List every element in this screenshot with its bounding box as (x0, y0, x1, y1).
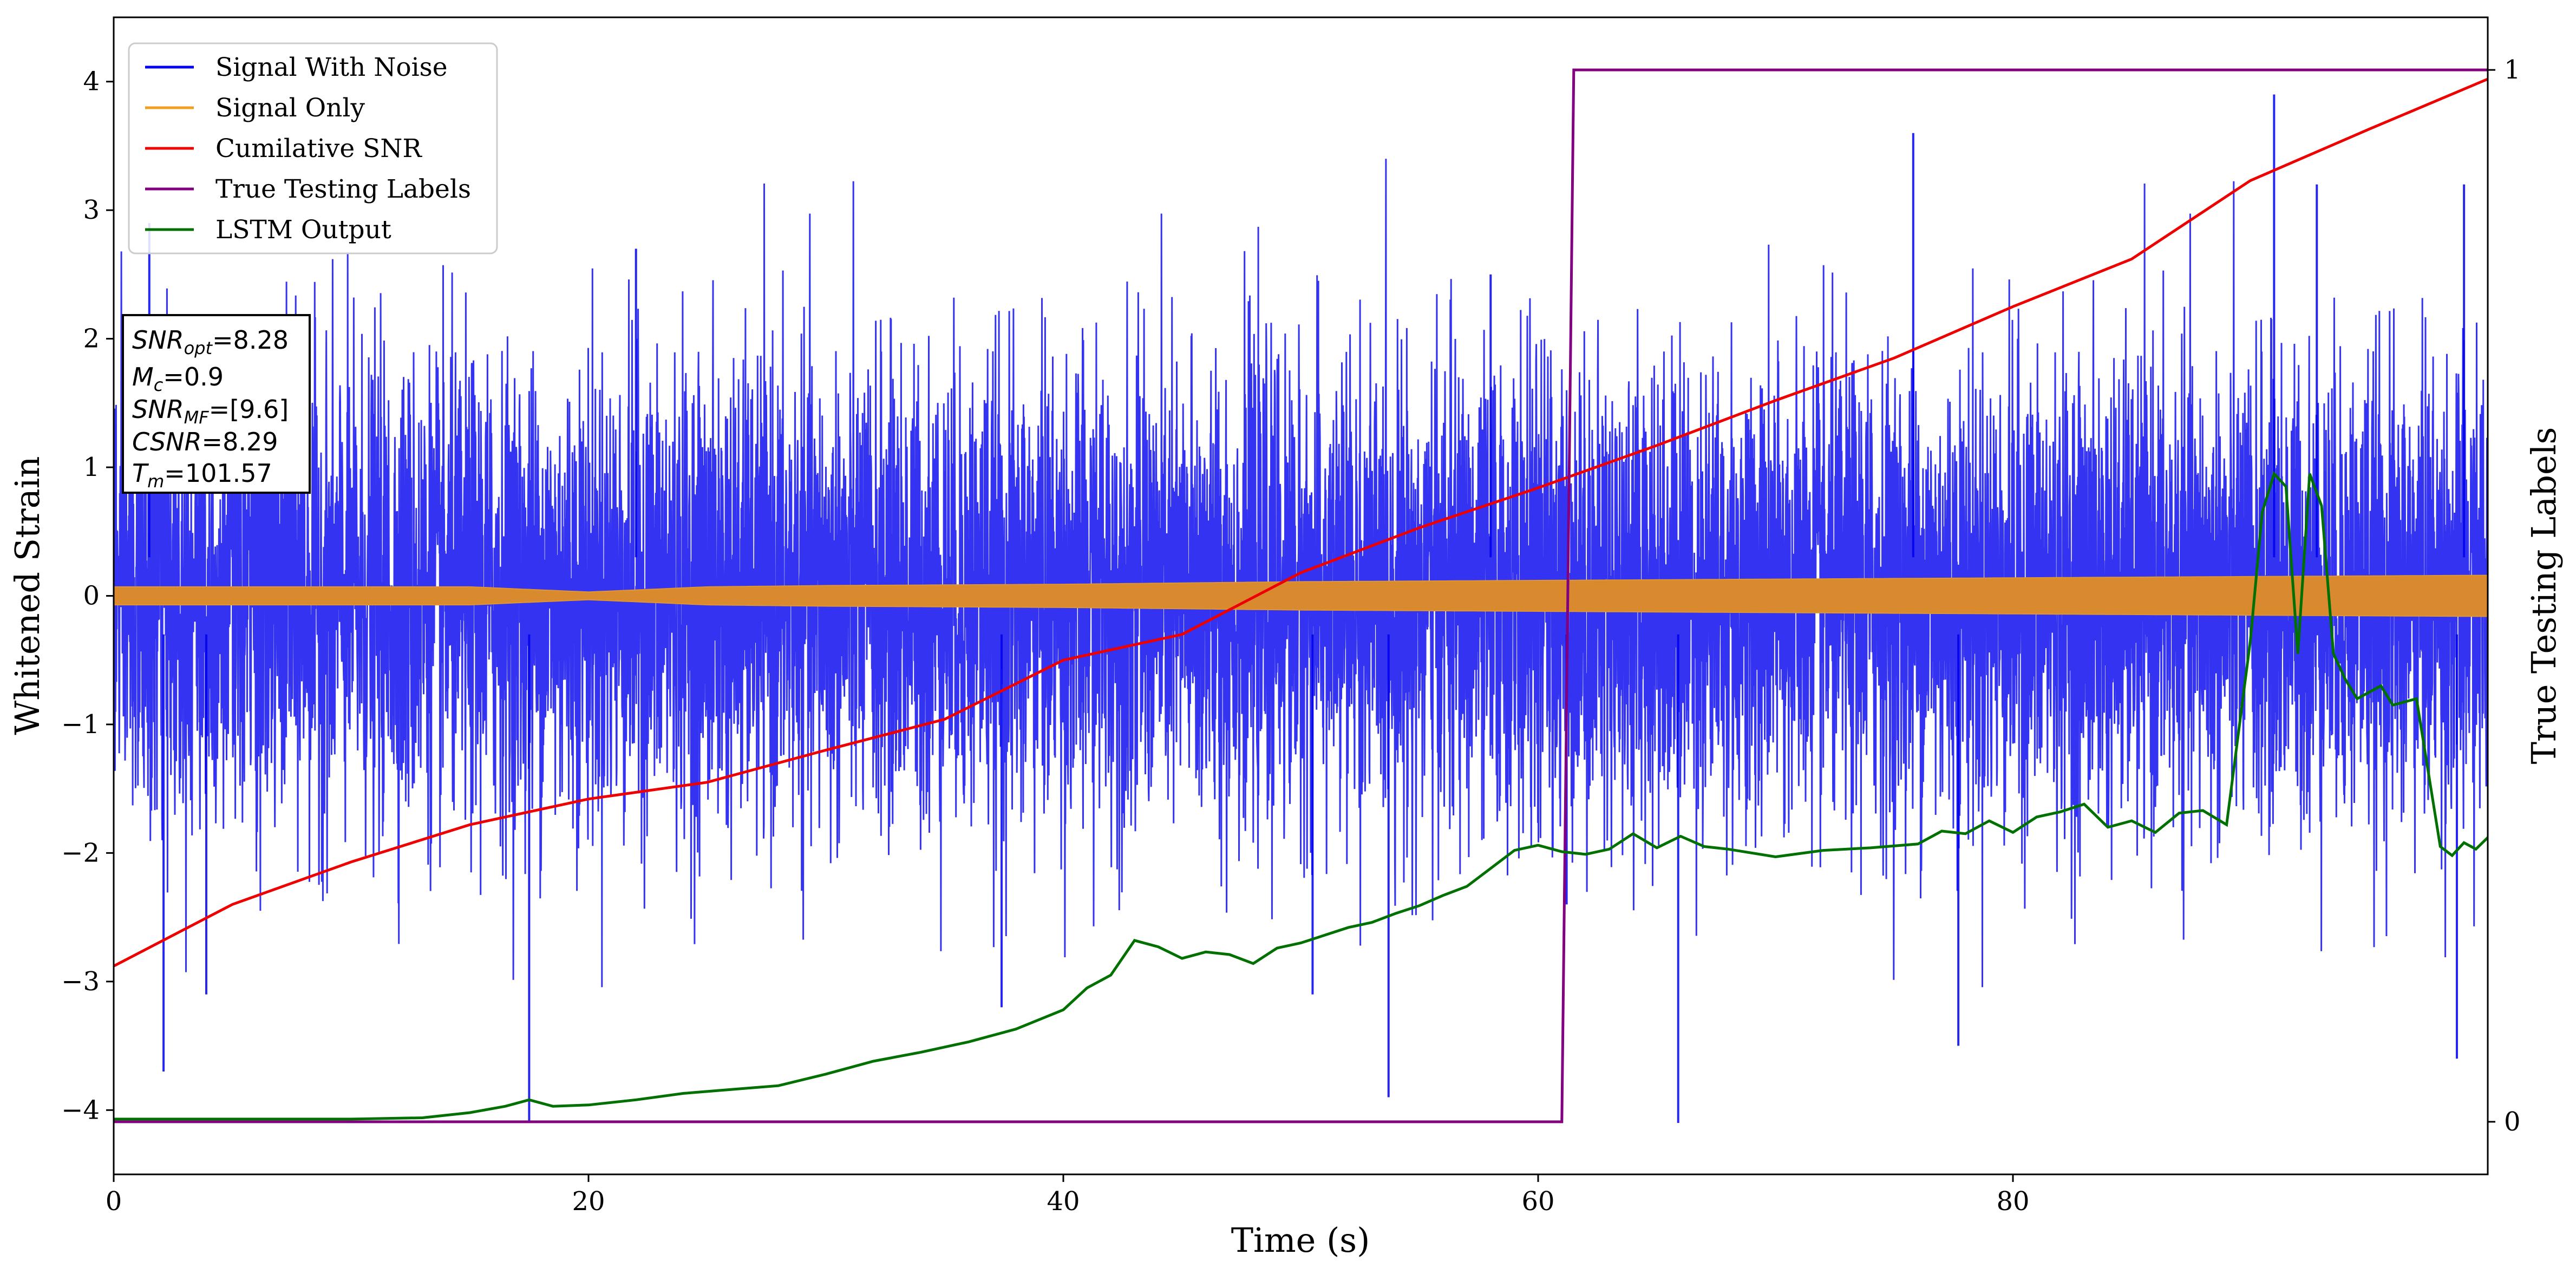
plot-area (114, 68, 2488, 1123)
series-signal-with-noise (114, 159, 2488, 988)
info-snr-opt-label: SNR (132, 325, 184, 355)
info-snr-mf: SNRMF=[9.6] (132, 395, 289, 428)
info-snr-mf-value: =[9.6] (209, 395, 289, 424)
x-tick-label-20: 20 (572, 1186, 605, 1217)
y-tick-label-2: 2 (83, 324, 100, 354)
info-tm-label: T (132, 459, 149, 488)
legend-label-signal-only: Signal Only (215, 93, 365, 123)
y-axis-label: Whitened Strain (8, 456, 47, 735)
y-tick-label--4: −4 (61, 1095, 100, 1125)
right-y-tick-label-1: 1 (2504, 55, 2521, 85)
legend-frame (128, 42, 498, 254)
info-snr-opt: SNRopt=8.28 (132, 325, 289, 358)
x-axis-label: Time (s) (1231, 1220, 1370, 1260)
info-snr-mf-sub: MF (184, 407, 210, 428)
info-snr-opt-sub: opt (184, 338, 213, 358)
info-csnr-value: =8.29 (202, 427, 278, 456)
info-mc: Mc=0.9 (132, 362, 224, 395)
y-tick-label-4: 4 (83, 67, 100, 97)
info-csnr: CSNR=8.29 (132, 427, 278, 456)
x-tick-label-40: 40 (1047, 1186, 1080, 1217)
x-tick-label-0: 0 (106, 1186, 122, 1217)
series-signal-only (114, 574, 2488, 617)
y-tick-label--1: −1 (61, 709, 100, 740)
info-tm-sub: m (147, 471, 164, 492)
info-snr-mf-label: SNR (132, 395, 184, 424)
legend-label-true-testing-labels: True Testing Labels (215, 174, 471, 204)
info-tm: Tm=101.57 (132, 459, 272, 492)
y-tick-label-0: 0 (83, 581, 100, 611)
y-tick-label--3: −3 (61, 966, 100, 997)
right-y-tick-label-0: 0 (2504, 1107, 2521, 1137)
legend: Signal With Noise Signal Only Cumilative S… (128, 42, 498, 254)
info-box: SNRopt=8.28 Mc=0.9 SNRMF=[9.6] CSNR=8.29… (122, 314, 311, 494)
info-snr-opt-value: =8.28 (212, 325, 289, 355)
info-mc-value: =0.9 (163, 362, 224, 391)
y-tick-label-1: 1 (83, 452, 100, 482)
series-cumilative-snr (114, 77, 2488, 968)
y-tick-label-3: 3 (83, 195, 100, 225)
info-csnr-label: CSNR (132, 427, 202, 456)
info-mc-label: M (132, 362, 154, 391)
series-lstm-output (114, 471, 2488, 1121)
x-tick-label-80: 80 (1996, 1186, 2029, 1217)
legend-items: Signal With Noise Signal Only Cumilative S… (145, 53, 471, 245)
right-y-axis-label: True Testing Labels (2524, 427, 2564, 765)
legend-label-lstm-output: LSTM Output (215, 215, 391, 245)
y-tick-label--2: −2 (61, 838, 100, 868)
legend-label-signal-with-noise: Signal With Noise (215, 53, 448, 82)
info-box-frame (122, 314, 311, 494)
info-mc-sub: c (154, 375, 164, 395)
series-true-testing-labels (114, 68, 2488, 1123)
info-tm-value: =101.57 (164, 459, 272, 488)
x-tick-label-60: 60 (1521, 1186, 1554, 1217)
legend-label-cumilative-snr: Cumilative SNR (215, 134, 422, 164)
